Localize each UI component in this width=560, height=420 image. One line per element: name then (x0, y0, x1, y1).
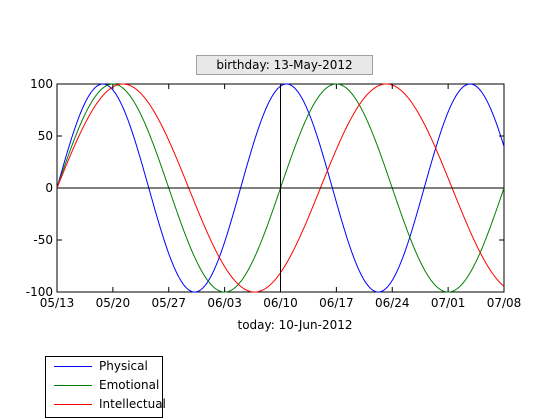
legend-item-intellectual: Intellectual (46, 396, 166, 414)
legend-item-physical: Physical (46, 358, 162, 376)
x-tick-label: 05/27 (151, 296, 186, 310)
x-axis-label: today: 10-Jun-2012 (237, 318, 353, 332)
x-tick-label: 07/08 (487, 296, 522, 310)
x-tick-label: 06/03 (207, 296, 242, 310)
x-tick-label: 06/24 (375, 296, 410, 310)
x-tick-label: 06/17 (319, 296, 354, 310)
y-tick-label: 100 (30, 77, 53, 91)
chart-title: birthday: 13-May-2012 (196, 55, 373, 75)
y-tick-label: -50 (33, 233, 53, 247)
x-tick-label: 05/13 (40, 296, 75, 310)
legend-label-intellectual: Intellectual (99, 397, 166, 411)
legend-swatch-physical (54, 366, 92, 367)
legend-label-physical: Physical (99, 359, 148, 373)
legend-label-emotional: Emotional (99, 378, 160, 392)
legend-swatch-intellectual (54, 404, 92, 405)
x-tick-label: 05/20 (96, 296, 131, 310)
x-tick-label: 06/10 (263, 296, 298, 310)
legend-item-emotional: Emotional (46, 377, 162, 395)
y-tick-label: 0 (45, 181, 53, 195)
legend-swatch-emotional (54, 385, 92, 386)
x-tick-label: 07/01 (431, 296, 466, 310)
legend: Physical Emotional Intellectual (45, 356, 166, 418)
y-tick-label: 50 (38, 129, 53, 143)
y-tick-label: -100 (26, 285, 53, 299)
